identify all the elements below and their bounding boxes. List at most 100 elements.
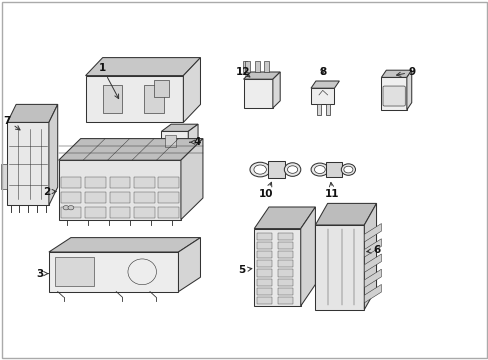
Circle shape xyxy=(314,166,325,174)
Polygon shape xyxy=(158,177,179,188)
Polygon shape xyxy=(310,81,339,88)
Polygon shape xyxy=(49,238,200,252)
Polygon shape xyxy=(59,160,181,220)
Polygon shape xyxy=(257,269,271,276)
Circle shape xyxy=(63,206,69,210)
Circle shape xyxy=(343,166,352,173)
FancyBboxPatch shape xyxy=(382,86,405,106)
Polygon shape xyxy=(165,135,176,147)
Polygon shape xyxy=(257,233,271,240)
Polygon shape xyxy=(364,254,381,273)
Polygon shape xyxy=(144,85,163,113)
Polygon shape xyxy=(1,164,7,189)
Polygon shape xyxy=(109,192,130,203)
Polygon shape xyxy=(244,61,249,72)
Circle shape xyxy=(287,166,297,173)
Polygon shape xyxy=(278,269,292,276)
Polygon shape xyxy=(267,161,285,178)
Polygon shape xyxy=(109,177,130,188)
Text: 7: 7 xyxy=(3,116,20,130)
Polygon shape xyxy=(278,288,292,295)
Polygon shape xyxy=(134,177,154,188)
Text: 1: 1 xyxy=(99,63,119,99)
Polygon shape xyxy=(85,76,183,122)
Text: 2: 2 xyxy=(43,186,56,197)
Polygon shape xyxy=(257,297,271,304)
Polygon shape xyxy=(364,284,381,303)
Polygon shape xyxy=(325,104,329,114)
Polygon shape xyxy=(257,279,271,285)
Polygon shape xyxy=(316,104,321,114)
Polygon shape xyxy=(364,224,381,242)
Polygon shape xyxy=(315,203,376,225)
Polygon shape xyxy=(364,269,381,288)
Polygon shape xyxy=(161,124,198,131)
Polygon shape xyxy=(7,122,49,205)
Polygon shape xyxy=(264,61,268,72)
Polygon shape xyxy=(61,177,81,188)
Polygon shape xyxy=(278,242,292,249)
Text: 12: 12 xyxy=(236,67,250,77)
Polygon shape xyxy=(158,207,179,218)
Polygon shape xyxy=(364,203,376,310)
Polygon shape xyxy=(55,257,94,286)
Polygon shape xyxy=(134,207,154,218)
Polygon shape xyxy=(161,131,188,155)
Polygon shape xyxy=(85,177,105,188)
Polygon shape xyxy=(61,207,81,218)
Ellipse shape xyxy=(310,163,328,176)
Ellipse shape xyxy=(284,163,300,176)
Polygon shape xyxy=(85,58,200,76)
Polygon shape xyxy=(272,72,280,108)
Text: 8: 8 xyxy=(319,67,325,77)
Text: 5: 5 xyxy=(238,265,251,275)
Ellipse shape xyxy=(341,164,355,175)
Polygon shape xyxy=(257,242,271,249)
Polygon shape xyxy=(315,225,364,310)
Polygon shape xyxy=(254,207,315,229)
Polygon shape xyxy=(243,79,272,108)
Polygon shape xyxy=(310,88,334,104)
Polygon shape xyxy=(181,139,203,220)
Polygon shape xyxy=(242,61,247,72)
Polygon shape xyxy=(278,251,292,258)
Circle shape xyxy=(68,206,74,210)
Ellipse shape xyxy=(249,162,270,177)
Polygon shape xyxy=(364,239,381,257)
Polygon shape xyxy=(278,297,292,304)
Polygon shape xyxy=(257,288,271,295)
Text: 11: 11 xyxy=(325,183,339,199)
Polygon shape xyxy=(7,104,58,122)
Polygon shape xyxy=(59,139,203,160)
Polygon shape xyxy=(109,207,130,218)
Polygon shape xyxy=(183,58,200,122)
Polygon shape xyxy=(381,70,411,77)
Polygon shape xyxy=(406,70,411,110)
Circle shape xyxy=(253,165,266,174)
Polygon shape xyxy=(188,124,198,155)
Text: 6: 6 xyxy=(366,245,379,255)
Polygon shape xyxy=(254,229,300,306)
Polygon shape xyxy=(278,260,292,267)
Polygon shape xyxy=(278,279,292,285)
Polygon shape xyxy=(158,192,179,203)
Polygon shape xyxy=(154,80,168,96)
Polygon shape xyxy=(102,85,122,113)
Polygon shape xyxy=(85,207,105,218)
Polygon shape xyxy=(49,252,178,292)
Polygon shape xyxy=(325,162,342,177)
Polygon shape xyxy=(257,260,271,267)
Polygon shape xyxy=(255,61,260,72)
Text: 3: 3 xyxy=(37,269,48,279)
Polygon shape xyxy=(243,72,280,79)
Polygon shape xyxy=(257,251,271,258)
Polygon shape xyxy=(85,192,105,203)
Polygon shape xyxy=(278,233,292,240)
Polygon shape xyxy=(134,192,154,203)
Polygon shape xyxy=(300,207,315,306)
Polygon shape xyxy=(178,238,200,292)
Text: 4: 4 xyxy=(189,137,201,147)
Text: 9: 9 xyxy=(396,67,415,77)
Text: 10: 10 xyxy=(259,182,273,199)
Polygon shape xyxy=(381,77,406,110)
